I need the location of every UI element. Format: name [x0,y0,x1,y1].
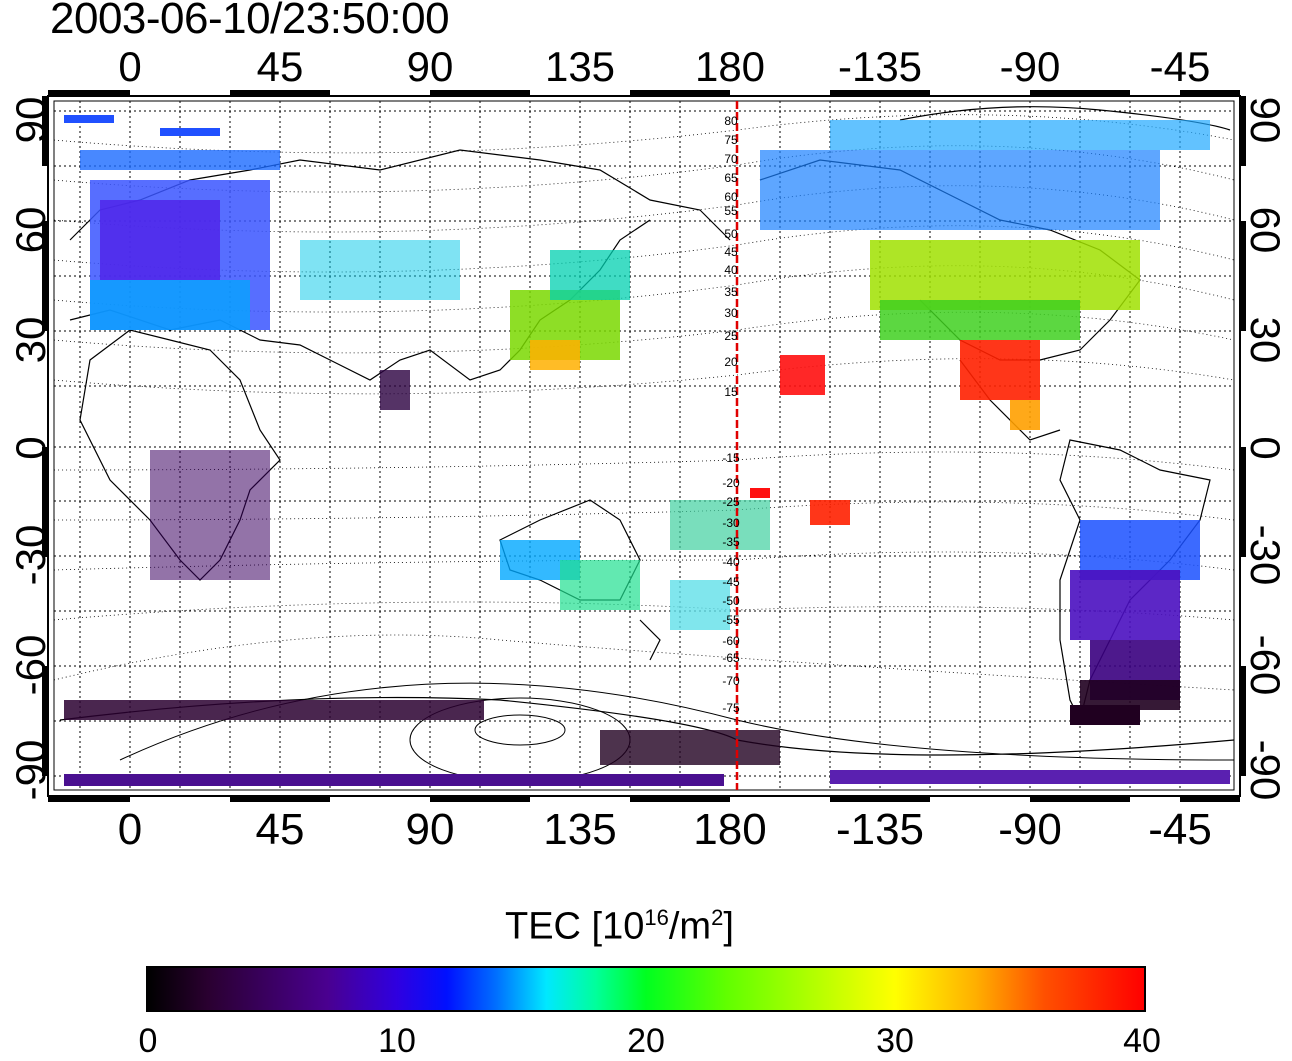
colorbar-tick: 40 [1123,1022,1161,1060]
colorbar-tick: 0 [138,1022,158,1060]
meridian-label: -45 [722,575,740,589]
meridian-label: -50 [722,594,740,608]
map-title: 2003-06-10/23:50:00 [50,0,450,43]
meridian-label: -55 [722,613,740,627]
meridian-label: -15 [722,451,740,465]
colorbar-tick: 10 [378,1022,416,1060]
colorbar-tick: 30 [876,1022,914,1060]
bottom-lon-label: 135 [543,805,617,854]
bottom-lon-label: 180 [693,805,767,854]
colorbar [146,966,1146,1012]
meridian-label: -60 [722,634,740,648]
meridian-label: 20 [724,355,738,369]
top-lon-label: 135 [544,43,616,90]
meridian-label: 45 [724,245,738,259]
meridian-label: -40 [722,555,740,569]
meridian-label: 25 [724,329,738,343]
bottom-lon-label: -45 [1148,805,1212,854]
bottom-lon-label: -90 [998,805,1062,854]
meridian-label: -20 [722,476,740,490]
meridian-label: 65 [724,171,738,185]
frame-ticks [42,90,1246,802]
top-lon-label: 0 [118,43,142,90]
bottom-lon-label: 45 [255,805,305,854]
map-inner-frame [53,100,1235,791]
meridian-label: 40 [724,263,738,277]
bottom-lon-label: 90 [405,805,455,854]
meridian-label: -25 [722,495,740,509]
top-lon-label: 90 [406,43,454,90]
meridian-label: -70 [722,674,740,688]
colorbar-tick: 20 [627,1022,665,1060]
meridian-label: 35 [724,285,738,299]
top-lon-label: -90 [999,43,1061,90]
meridian-label: -75 [722,701,740,715]
top-lon-label: 45 [256,43,304,90]
top-lon-label: 180 [694,43,766,90]
bottom-lon-label: -135 [835,805,925,854]
meridian-label: 50 [724,227,738,241]
meridian-label: -30 [722,516,740,530]
meridian-label: 80 [724,114,738,128]
bottom-lon-label: 0 [117,805,143,854]
meridian-label: 30 [724,306,738,320]
meridian-label: 55 [724,204,738,218]
meridian-label: -65 [722,651,740,665]
meridian-label: -35 [722,535,740,549]
colorbar-title: TEC [1016/m2] [505,905,734,948]
meridian-label: 15 [724,385,738,399]
meridian-label: 60 [724,190,738,204]
tec-data-points [64,115,1230,786]
meridian-label: 75 [724,133,738,147]
meridian-label: 70 [724,152,738,166]
top-lon-label: -135 [837,43,923,90]
top-lon-label: -45 [1149,43,1211,90]
